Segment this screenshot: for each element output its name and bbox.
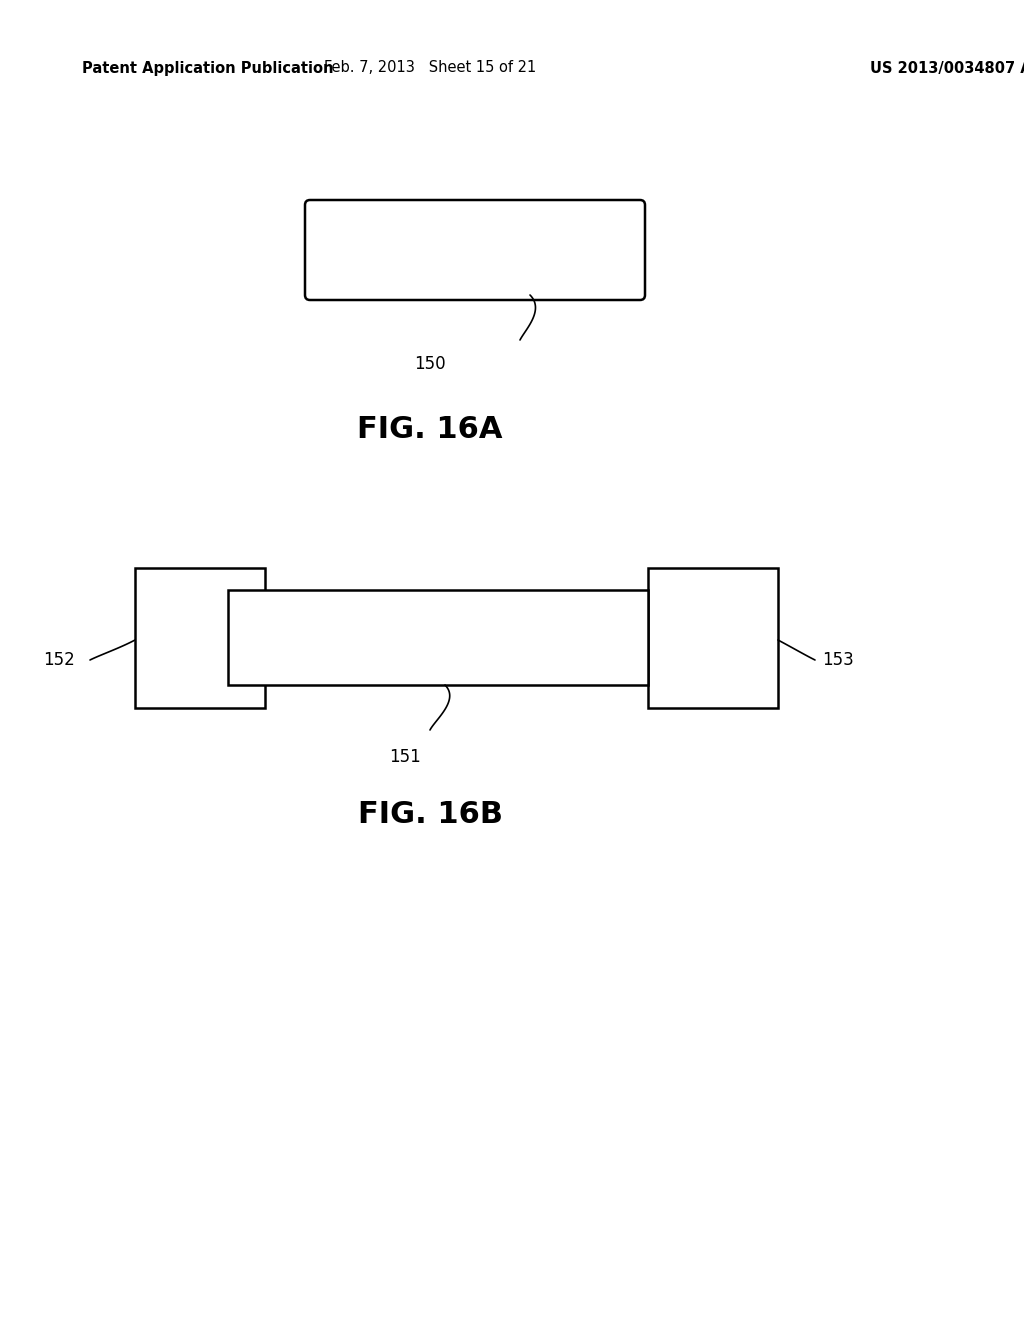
Text: 152: 152	[43, 651, 75, 669]
Bar	[228, 590, 648, 685]
Text: FIG. 16B: FIG. 16B	[357, 800, 503, 829]
FancyBboxPatch shape	[305, 201, 645, 300]
Text: FIG. 16A: FIG. 16A	[357, 414, 503, 444]
Text: 151: 151	[389, 748, 421, 766]
Text: US 2013/0034807 A1: US 2013/0034807 A1	[870, 61, 1024, 75]
Text: Patent Application Publication: Patent Application Publication	[82, 61, 334, 75]
Bar	[135, 568, 265, 708]
Text: 153: 153	[822, 651, 854, 669]
Text: 150: 150	[414, 355, 445, 374]
Bar	[648, 568, 778, 708]
Text: Feb. 7, 2013   Sheet 15 of 21: Feb. 7, 2013 Sheet 15 of 21	[324, 61, 537, 75]
